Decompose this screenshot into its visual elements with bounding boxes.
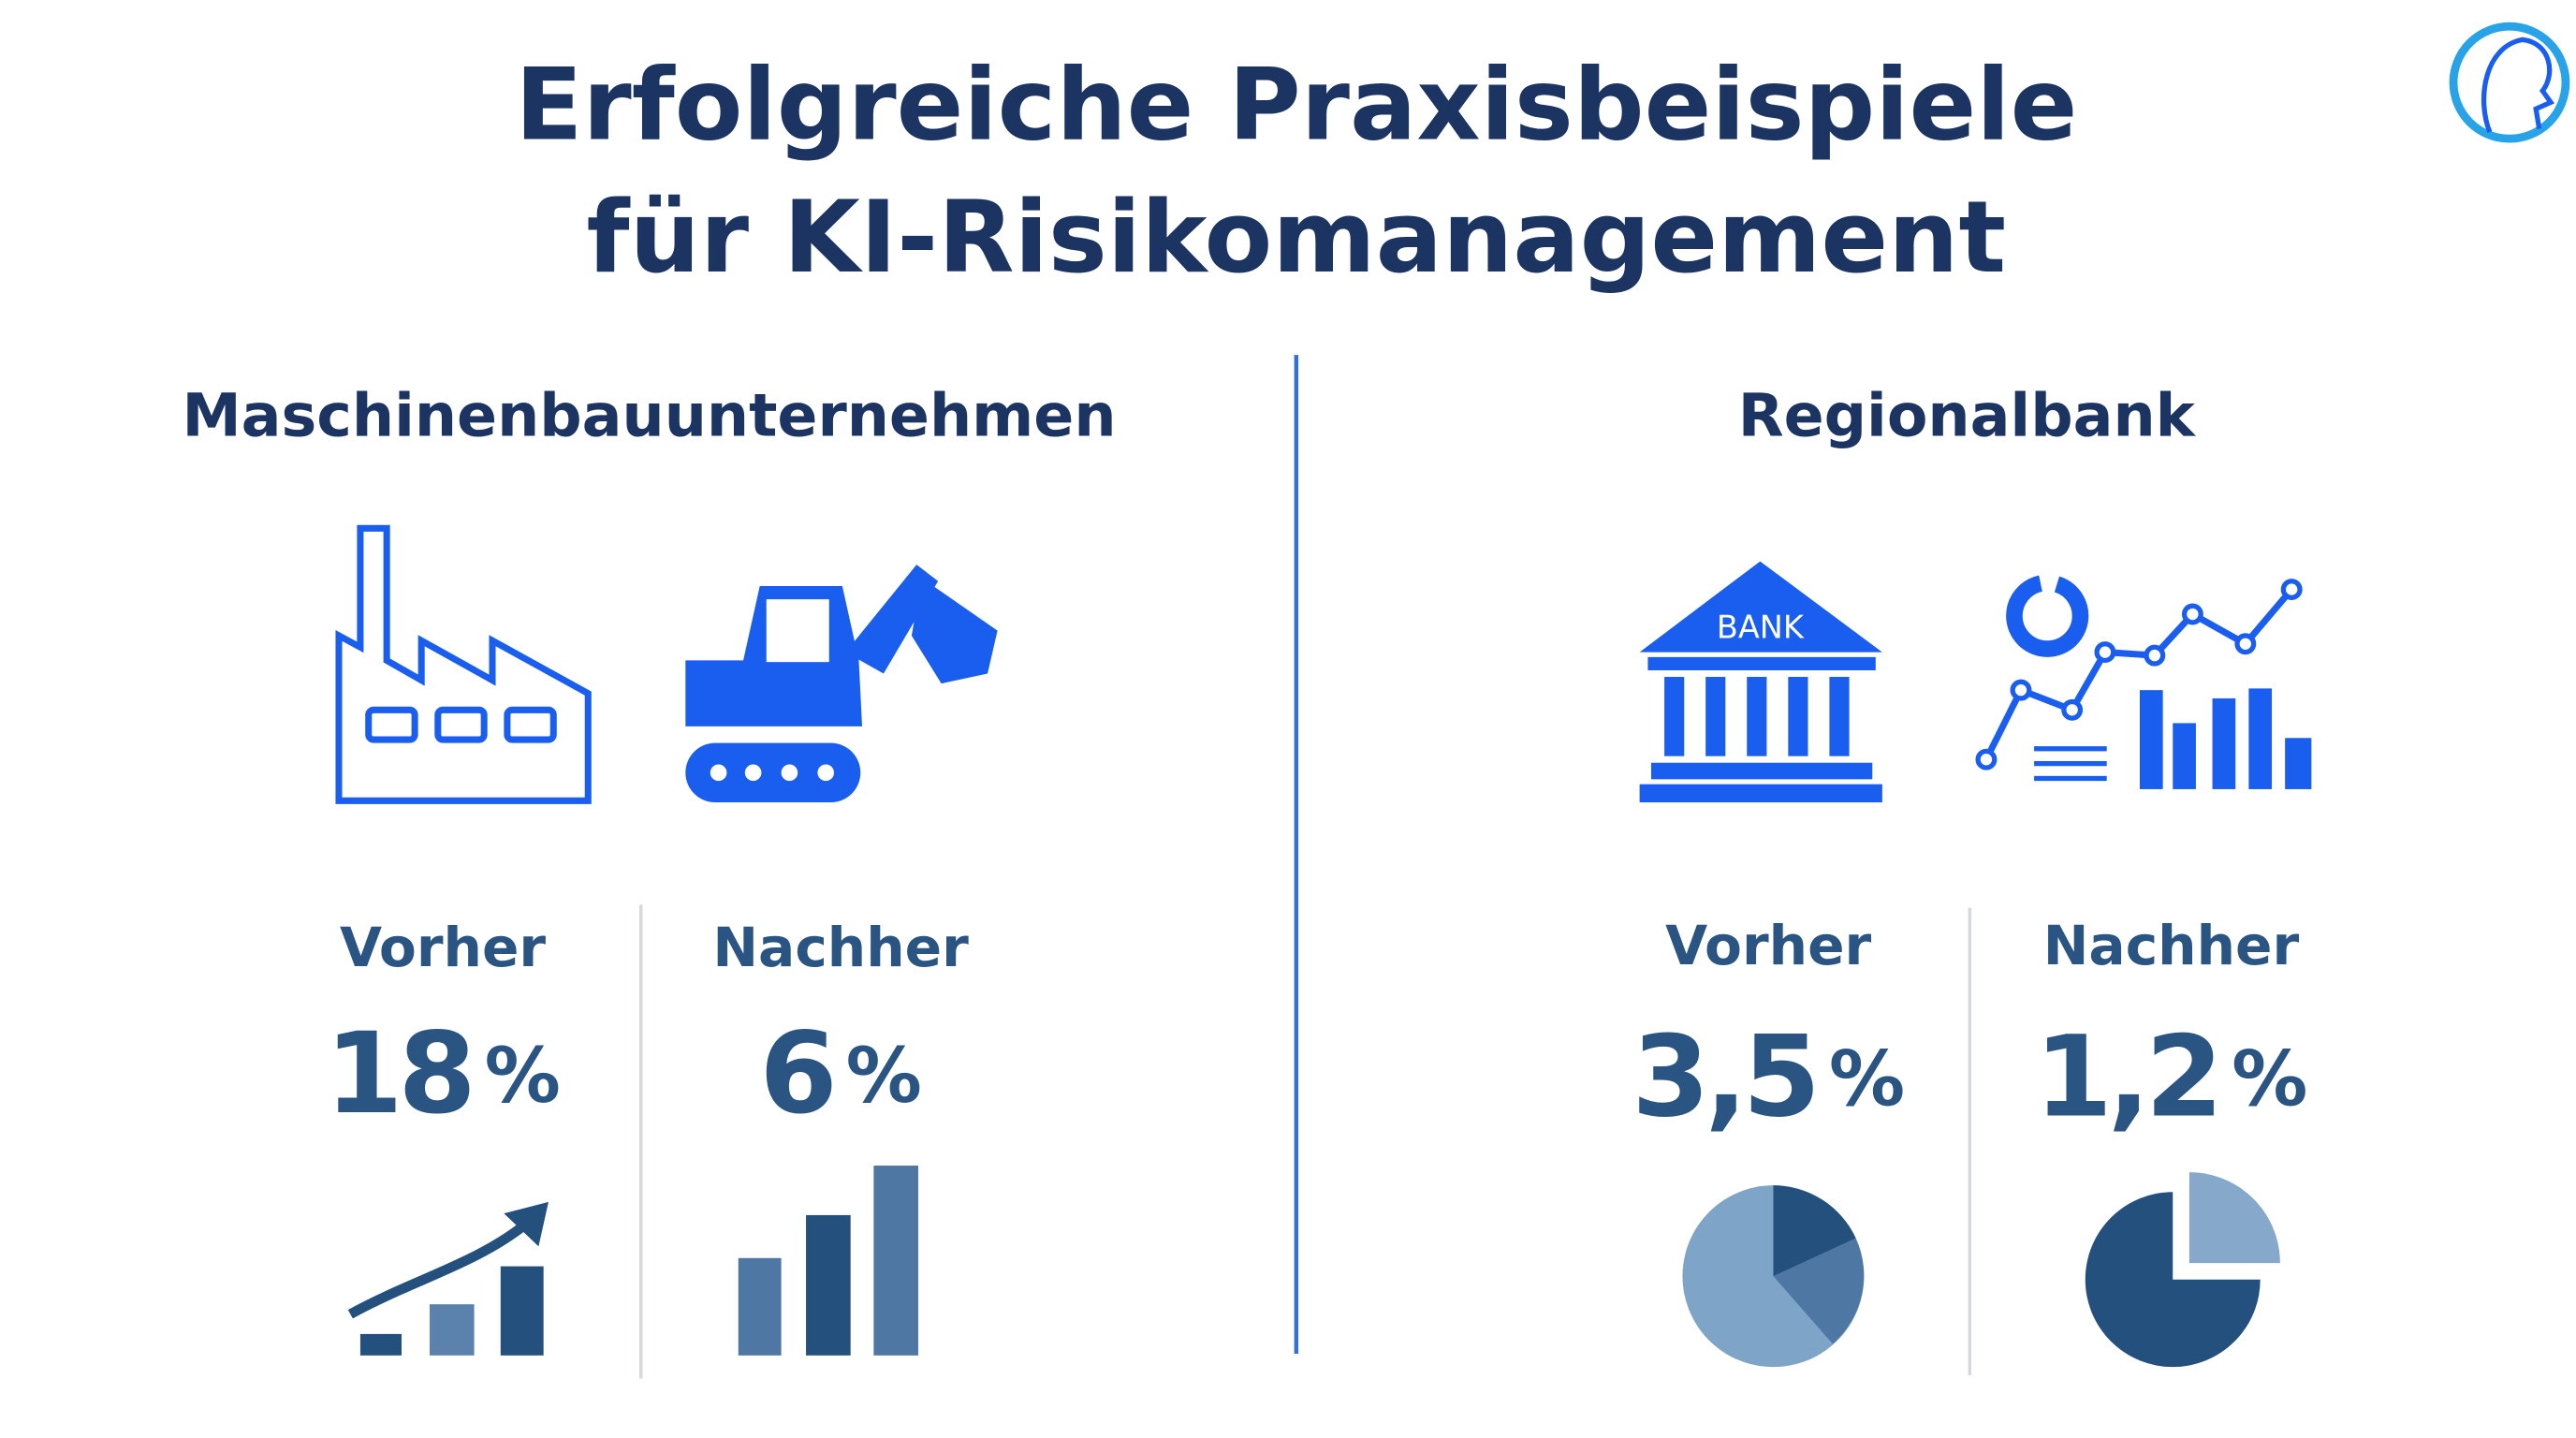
title-line: Erfolgreiche Praxisbeispiele: [515, 48, 2077, 163]
value-number: 3,5: [1632, 1012, 1816, 1142]
case-name: Maschinenbauunternehmen: [183, 381, 1117, 450]
stat-label: Vorher: [1665, 914, 1871, 977]
mini-pie: [1682, 1185, 1865, 1368]
stat-label: Nachher: [2043, 914, 2300, 977]
title-line: für KI-Risikomanagement: [587, 180, 2007, 295]
case-name: Regionalbank: [1738, 381, 2197, 450]
stat-label: Vorher: [340, 916, 546, 979]
stats: Vorher 18 % Nachher 6 % Vorher 3,5 % Nachher 1,2%: [325, 914, 2307, 1142]
stat-value: 1,2%: [2034, 1012, 2307, 1142]
mini-pie: [2085, 1172, 2280, 1368]
value-unit: %: [846, 1034, 922, 1122]
mini-chart: [738, 1166, 918, 1356]
logo: [2449, 22, 2570, 143]
value-number: 18: [325, 1009, 471, 1139]
value-unit: %: [485, 1034, 561, 1122]
stat-label: Nachher: [712, 916, 969, 979]
stat-value: 18%: [325, 1009, 561, 1139]
icon-text: BANK: [1717, 609, 1805, 645]
stat-value: 6%: [759, 1009, 922, 1139]
value-number: 1,2: [2034, 1012, 2218, 1142]
value-unit: %: [1829, 1036, 1905, 1124]
factory-icon: [335, 524, 592, 804]
bank-icon: BANK: [1639, 561, 1882, 803]
analytics-icon: [1975, 574, 2312, 789]
value-number: 6: [759, 1009, 832, 1139]
stat-value: 3,5%: [1632, 1012, 1905, 1142]
excavator-icon: [685, 565, 998, 803]
value-unit: %: [2232, 1036, 2307, 1124]
mini-chart: [347, 1201, 549, 1356]
